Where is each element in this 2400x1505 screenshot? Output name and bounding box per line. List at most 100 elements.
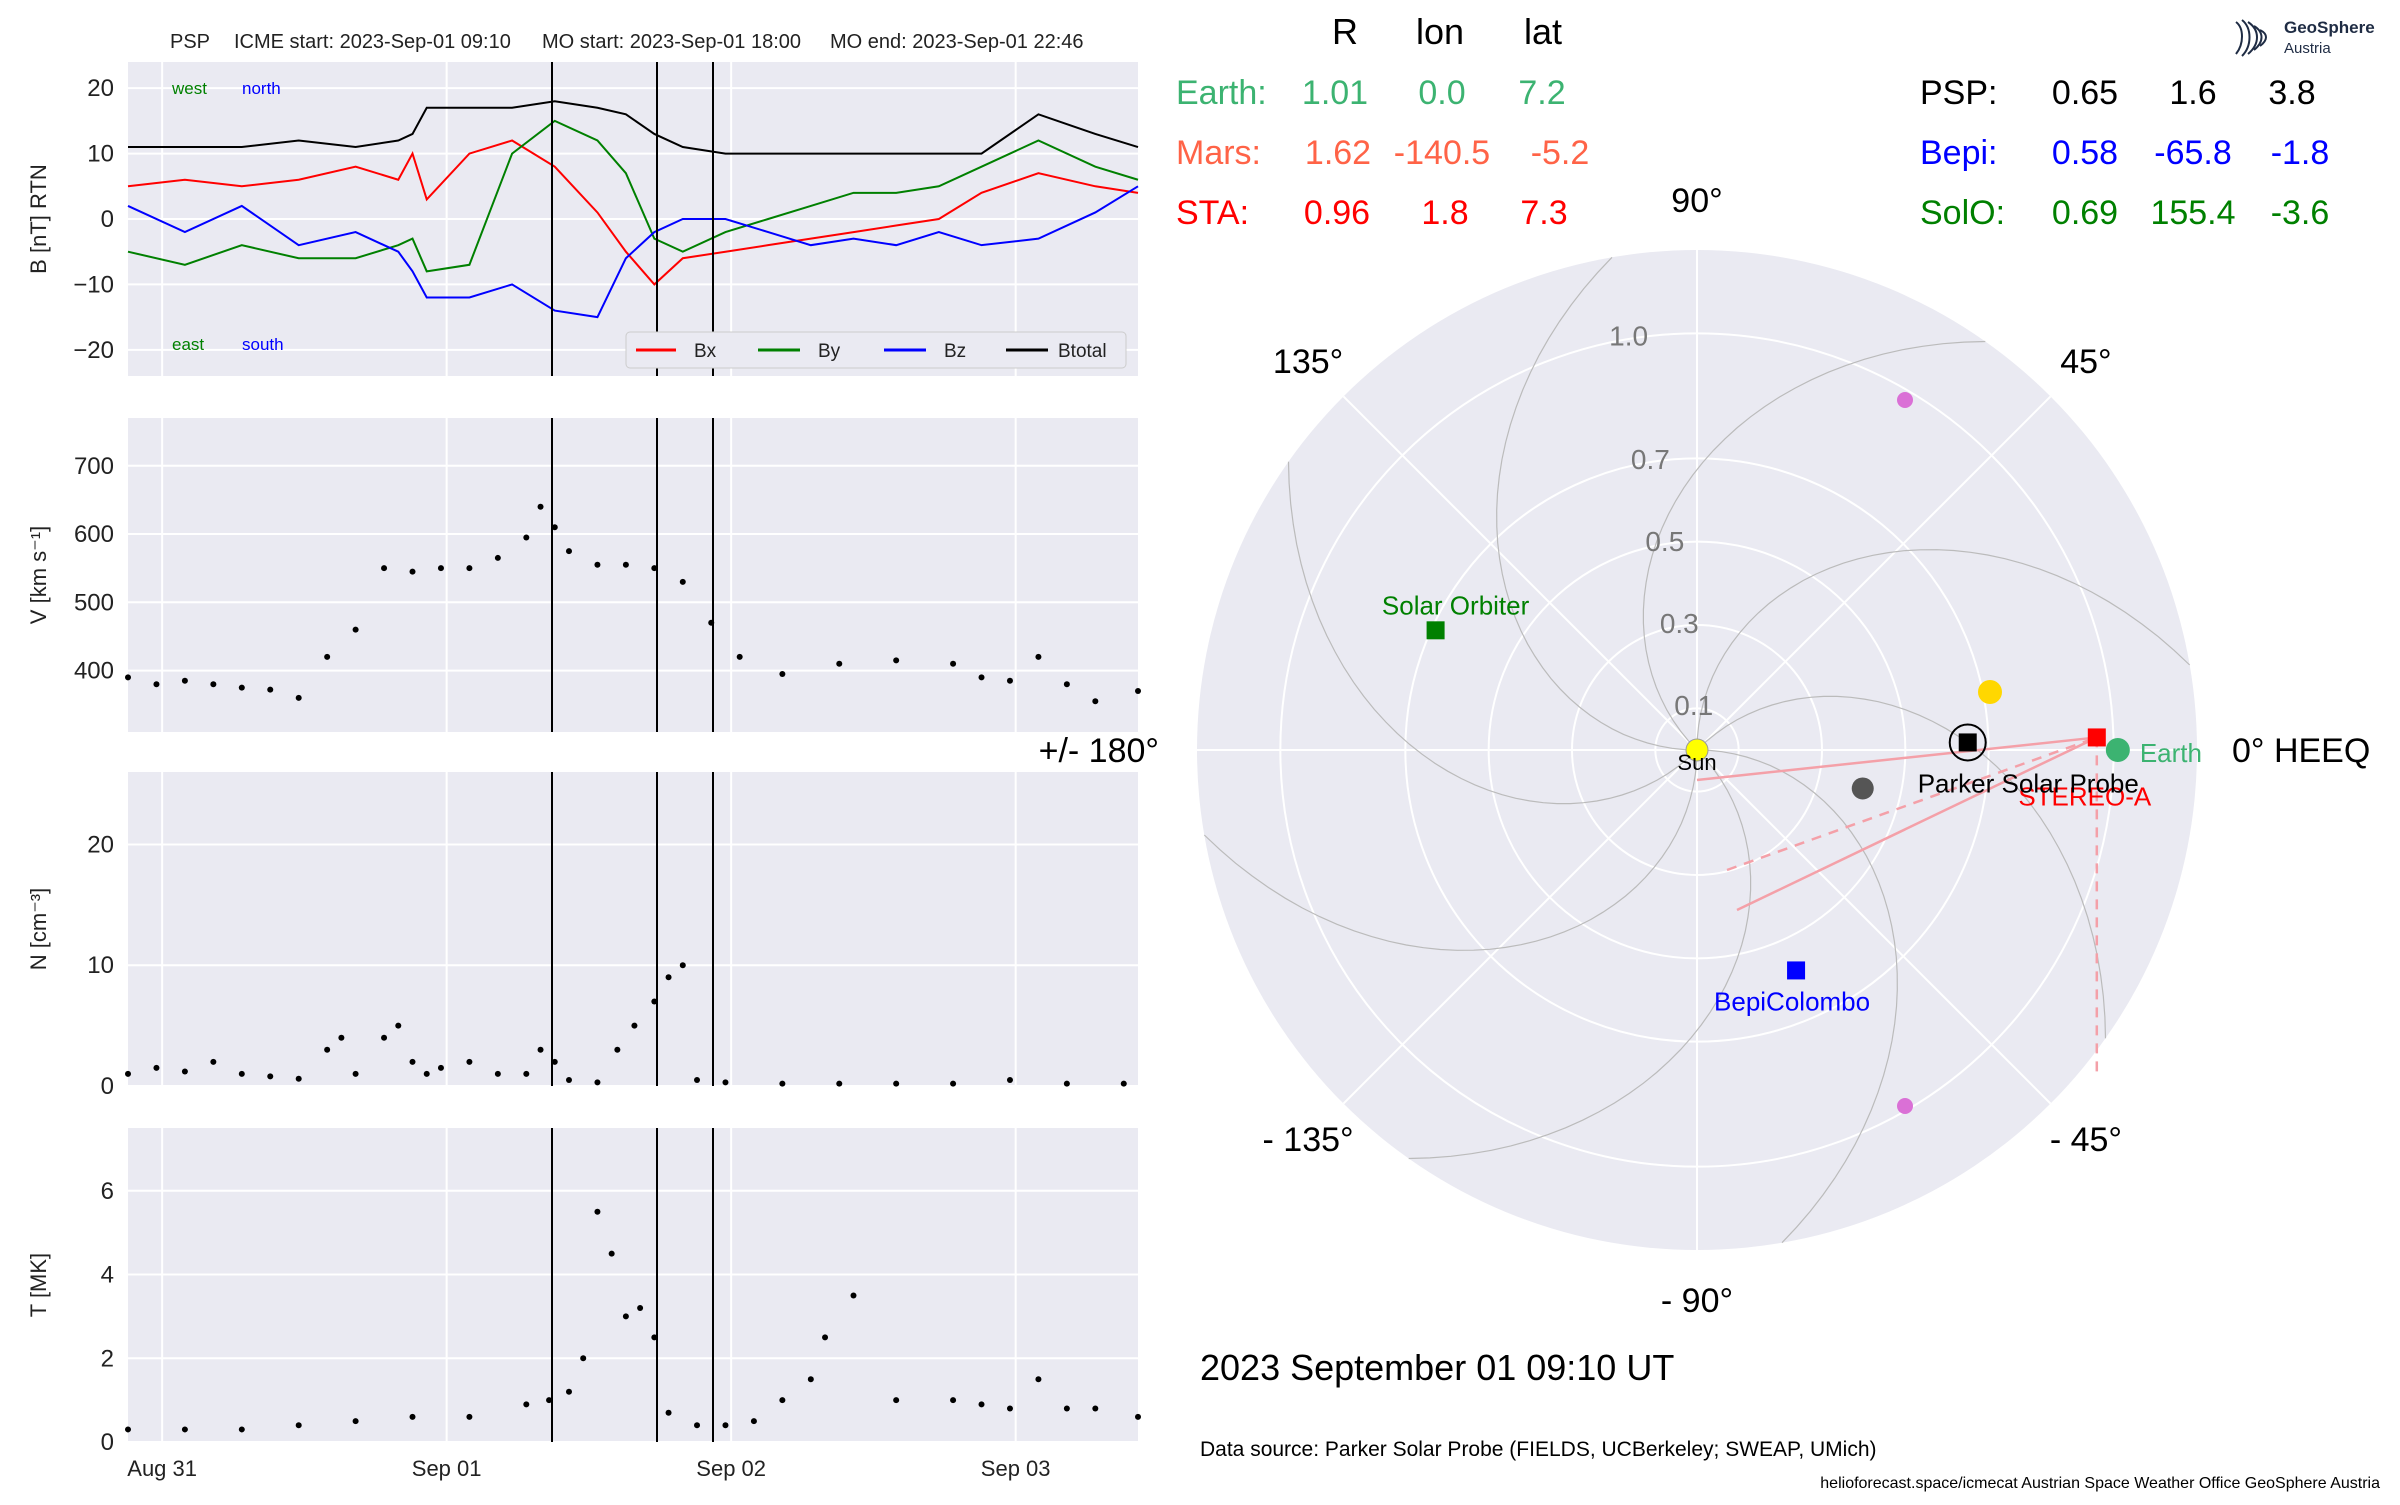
velocity-point (594, 561, 601, 568)
row-solo-lon: 155.4 (2150, 194, 2235, 232)
solar-orbiter-marker (1426, 621, 1445, 640)
logo-title: GeoSphere (2284, 18, 2375, 37)
polar-spoke (1696, 395, 2052, 751)
sun-marker (1685, 738, 1709, 762)
extra-marker (1897, 392, 1913, 408)
row-sta-lat: 7.3 (1520, 194, 1567, 232)
angle-label: - 90° (1661, 1282, 1733, 1320)
temperature-point (523, 1401, 530, 1408)
psp-shadow-marker (1851, 777, 1874, 800)
polar-spoke (1342, 395, 1698, 751)
temperature-point (694, 1422, 701, 1429)
temperature-point (181, 1426, 188, 1433)
density-point (665, 974, 672, 981)
sun-label: Sun (1677, 750, 1716, 775)
extra-marker (1978, 680, 2002, 704)
density-point (836, 1080, 843, 1087)
row-solo-lat: -3.6 (2271, 194, 2330, 232)
field-line-dashed (1726, 736, 2098, 872)
field-line (1696, 736, 2097, 782)
legend-by-label: By (818, 341, 841, 362)
r-tick-label: 0.7 (1631, 444, 1670, 475)
annotation-north: north (242, 79, 281, 98)
field-line (1736, 736, 2098, 912)
legend-bz-label: Bz (944, 341, 966, 362)
density-point (295, 1075, 302, 1082)
velocity-point (950, 660, 957, 667)
row-solo-r: 0.69 (2052, 194, 2118, 232)
legend-bx-label: Bx (694, 341, 717, 362)
density-point (551, 1058, 558, 1065)
header-spacecraft: PSP (170, 31, 210, 53)
bepicolombo-marker (1787, 961, 1806, 980)
density-point (1120, 1080, 1127, 1087)
r-tick-label: 0.5 (1645, 526, 1684, 557)
annotation-west: west (171, 79, 207, 98)
temperature-point (1092, 1405, 1099, 1412)
velocity-point (1063, 681, 1070, 688)
earth-marker (2105, 738, 2130, 762)
temperature-point (565, 1388, 572, 1395)
angle-label: 135° (1273, 343, 1343, 381)
velocity-point (978, 674, 985, 681)
extra-marker (1897, 1098, 1913, 1114)
row-sta-r: 0.96 (1304, 194, 1370, 232)
row-mars-r: 1.62 (1305, 134, 1371, 172)
velocity-point (565, 548, 572, 555)
density-point (537, 1046, 544, 1053)
b-field-series (127, 100, 1139, 319)
row-earth-r: 1.01 (1302, 74, 1368, 112)
density-point (950, 1080, 957, 1087)
series-line-by (127, 119, 1139, 273)
y-tick-label: 700 (74, 453, 114, 480)
row-sta-lon: 1.8 (1421, 194, 1468, 232)
bepicolombo-label: BepiColombo (1714, 986, 1870, 1016)
velocity-point (836, 660, 843, 667)
x-tick-label: Sep 03 (981, 1456, 1051, 1481)
velocity-point (1135, 688, 1141, 695)
row-mars-lat: -5.2 (1531, 134, 1590, 172)
y-tick-label: 0 (101, 1073, 114, 1100)
velocity-point (295, 694, 302, 701)
y-tick-label: 0 (101, 206, 114, 233)
plasma-scatter-points (125, 503, 1141, 1433)
y-tick-label: 6 (101, 1178, 114, 1205)
density-point (523, 1070, 530, 1077)
row-psp-lat: 3.8 (2268, 74, 2315, 112)
table-header-lat: lat (1524, 11, 1562, 52)
velocity-point (409, 568, 416, 575)
temperature-point (750, 1418, 757, 1425)
density-point (423, 1070, 430, 1077)
temperature-point (637, 1305, 644, 1312)
temperature-point (651, 1334, 658, 1341)
angle-label: 45° (2060, 343, 2111, 381)
y-tick-label: −10 (73, 271, 114, 298)
row-mars-name: Mars: (1176, 134, 1261, 172)
density-point (614, 1046, 621, 1053)
panel-grids (128, 62, 1138, 1443)
n-axis-label: N [cm⁻³] (26, 888, 51, 971)
density-point (1006, 1076, 1013, 1083)
panel-v-background (128, 418, 1138, 732)
x-tick-label: Sep 02 (696, 1456, 766, 1481)
geosphere-logo: GeoSphere Austria (2230, 14, 2380, 62)
table-header-r: R (1332, 11, 1358, 52)
temperature-point (722, 1422, 729, 1429)
r-tick-label: 1.0 (1609, 321, 1648, 352)
density-point (181, 1068, 188, 1075)
parker-spiral (1496, 256, 1698, 751)
r-tick-label: 0.1 (1674, 690, 1713, 721)
density-point (125, 1070, 131, 1077)
series-line-btotal (128, 100, 1139, 155)
density-point (594, 1079, 601, 1086)
velocity-point (893, 657, 900, 664)
density-point (722, 1079, 729, 1086)
density-point (565, 1076, 572, 1083)
density-point (381, 1034, 388, 1041)
b-legend: Bx By Bz Btotal (625, 331, 1127, 369)
angle-label: +/- 180° (1039, 732, 1159, 770)
y-tick-label: −20 (73, 337, 114, 364)
temperature-point (466, 1413, 473, 1420)
velocity-point (779, 670, 786, 677)
